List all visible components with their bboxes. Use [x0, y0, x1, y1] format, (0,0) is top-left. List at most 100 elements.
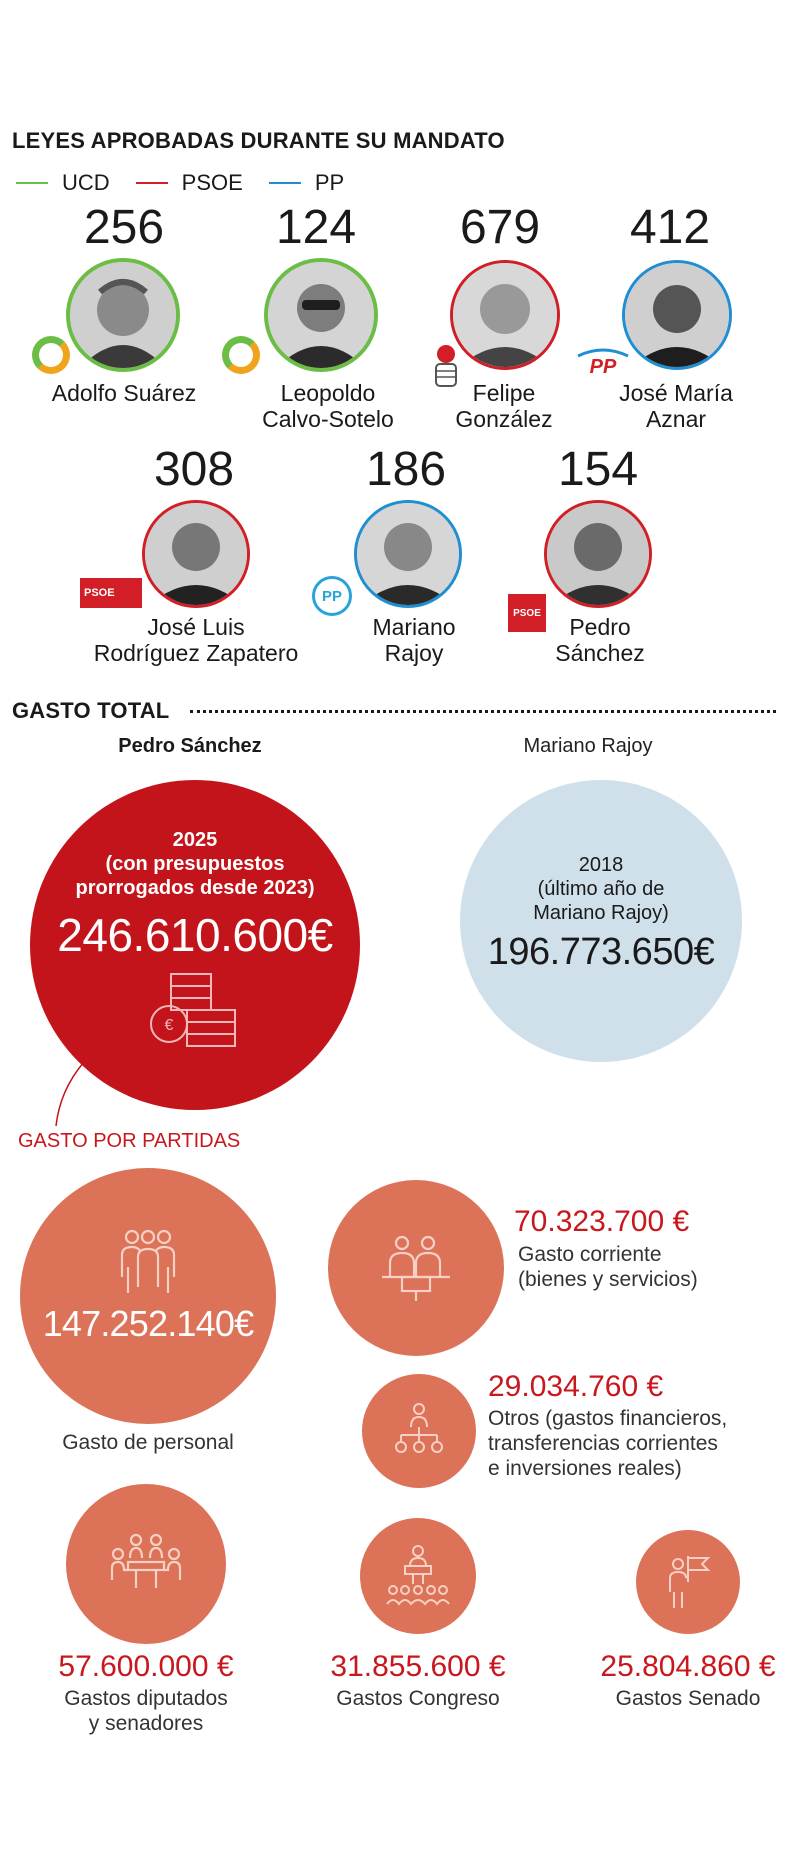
name-gonzalez-line2: González [455, 406, 553, 432]
pp-logo-icon: PP [574, 346, 632, 378]
portrait-suarez [66, 258, 180, 372]
corriente-circle [328, 1180, 504, 1356]
psoe-square-logo-text: PSOE [513, 607, 541, 619]
name-gonzalez-line1: Felipe [472, 380, 536, 406]
total-sanchez-amount: 246.610.600€ [57, 909, 333, 961]
laws-count-calvo-sotelo: 124 [275, 201, 357, 254]
svg-text:€: € [165, 1017, 174, 1034]
name-suarez: Adolfo Suárez [0, 380, 254, 406]
corriente-label-line1: Gasto corriente [518, 1243, 662, 1266]
portrait-zapatero [142, 500, 250, 608]
laws-count-zapatero: 308 [153, 443, 235, 496]
name-sanchez-line1: Pedro [569, 614, 631, 640]
name-gonzalez: Felipe González [374, 380, 634, 432]
otros-label-line2: transferencias corrientes [488, 1432, 718, 1455]
total-rajoy-note1: (último año de [537, 877, 665, 900]
flag-person-icon [669, 1556, 711, 1608]
legend-swatch-ucd [16, 182, 48, 184]
laws-title: LEYES APROBADAS DURANTE SU MANDATO [12, 128, 505, 153]
total-sanchez-note1: (con presupuestos [105, 853, 285, 875]
portrait-aznar [622, 260, 732, 370]
diputados-label-line1: Gastos diputados [64, 1687, 228, 1710]
name-calvo-sotelo-line1: Leopoldo [280, 380, 376, 406]
senado-amount: 25.804.860 € [600, 1650, 776, 1683]
pp-circle-logo-icon: PP [312, 576, 352, 616]
name-zapatero: José Luis Rodríguez Zapatero [66, 614, 326, 666]
psoe-rose-fist-icon [428, 344, 464, 390]
laws-count-sanchez: 154 [557, 443, 639, 496]
total-title: GASTO TOTAL [12, 698, 170, 723]
office-desk-icon [382, 1235, 450, 1301]
portrait-sanchez [544, 500, 652, 608]
personal-amount: 147.252.140€ [42, 1303, 254, 1344]
connector-line [55, 1061, 85, 1127]
name-rajoy-line1: Mariano [372, 614, 456, 640]
name-calvo-sotelo: Leopoldo Calvo-Sotelo [198, 380, 458, 432]
name-zapatero-line1: José Luis [147, 614, 245, 640]
personal-circle: 147.252.140€ [20, 1168, 276, 1424]
corriente-amount: 70.323.700 € [514, 1205, 690, 1238]
laws-count-aznar: 412 [629, 201, 711, 254]
pp-circle-logo-text: PP [321, 587, 342, 605]
name-calvo-sotelo-line2: Calvo-Sotelo [262, 406, 394, 432]
congreso-amount: 31.855.600 € [330, 1650, 506, 1683]
ucd-logo-icon [32, 336, 70, 374]
diputados-amount: 57.600.000 € [58, 1650, 234, 1683]
otros-label: Otros (gastos financieros, transferencia… [488, 1406, 727, 1481]
corriente-label-line2: (bienes y servicios) [518, 1268, 698, 1291]
laws-count-gonzalez: 679 [459, 201, 541, 254]
podium-audience-icon [386, 1545, 450, 1606]
total-rajoy-circle: 2018 (último año de Mariano Rajoy) 196.7… [460, 780, 742, 1062]
party-legend: UCD PSOE PP [16, 170, 370, 196]
senado-label: Gastos Senado [615, 1687, 761, 1710]
senado-circle [636, 1530, 740, 1634]
total-sanchez-note2: prorrogados desde 2023) [75, 877, 315, 899]
name-rajoy: Mariano Rajoy [284, 614, 544, 666]
laws-count-rajoy: 186 [365, 443, 447, 496]
name-aznar: José María Aznar [546, 380, 800, 432]
coins-icon: € [150, 973, 236, 1047]
portrait-rajoy [354, 500, 462, 608]
otros-amount: 29.034.760 € [488, 1370, 664, 1403]
section-divider [190, 710, 776, 713]
total-sanchez-name: Pedro Sánchez [118, 735, 262, 757]
meeting-table-icon [110, 1533, 182, 1588]
legend-swatch-psoe [135, 182, 168, 184]
org-chart-icon [395, 1403, 443, 1453]
laws-count-suarez: 256 [83, 201, 165, 254]
congreso-circle [360, 1518, 476, 1634]
name-sanchez: Pedro Sánchez [470, 614, 730, 666]
otros-circle [362, 1374, 476, 1488]
partidas-title: GASTO POR PARTIDAS [18, 1130, 241, 1152]
total-sanchez-circle: 2025 (con presupuestos prorrogados desde… [30, 780, 360, 1110]
total-rajoy-year: 2018 [578, 853, 624, 876]
name-rajoy-line2: Rajoy [384, 640, 444, 666]
psoe-logo-text: PSOE [84, 587, 115, 599]
total-rajoy-name: Mariano Rajoy [523, 735, 653, 757]
legend-label-psoe: PSOE [181, 170, 243, 195]
total-rajoy-amount: 196.773.650€ [487, 930, 715, 973]
otros-label-line1: Otros (gastos financieros, [488, 1407, 728, 1430]
congreso-label: Gastos Congreso [336, 1687, 500, 1710]
pp-logo-text: PP [590, 356, 617, 376]
personal-label: Gasto de personal [62, 1431, 234, 1454]
name-sanchez-line2: Sánchez [555, 640, 645, 666]
total-sanchez-year: 2025 [172, 829, 218, 851]
legend-swatch-pp [268, 182, 301, 184]
name-aznar-line1: José María [619, 380, 733, 406]
legend-label-pp: PP [314, 170, 345, 195]
portrait-calvo-sotelo [264, 258, 378, 372]
corriente-label: Gasto corriente (bienes y servicios) [518, 1242, 698, 1292]
ucd-logo-icon [222, 336, 260, 374]
name-suarez-line1: Adolfo Suárez [51, 380, 197, 406]
otros-label-line3: e inversiones reales) [488, 1457, 682, 1480]
psoe-logo-icon: PSOE [80, 578, 142, 608]
legend-label-ucd: UCD [62, 170, 110, 195]
diputados-circle [66, 1484, 226, 1644]
psoe-square-logo-icon: PSOE [508, 594, 546, 632]
total-rajoy-note2: Mariano Rajoy) [533, 901, 669, 924]
diputados-label: Gastos diputados y senadores [46, 1686, 246, 1736]
name-zapatero-line2: Rodríguez Zapatero [93, 640, 299, 666]
name-aznar-line2: Aznar [645, 406, 707, 432]
portrait-gonzalez [450, 260, 560, 370]
